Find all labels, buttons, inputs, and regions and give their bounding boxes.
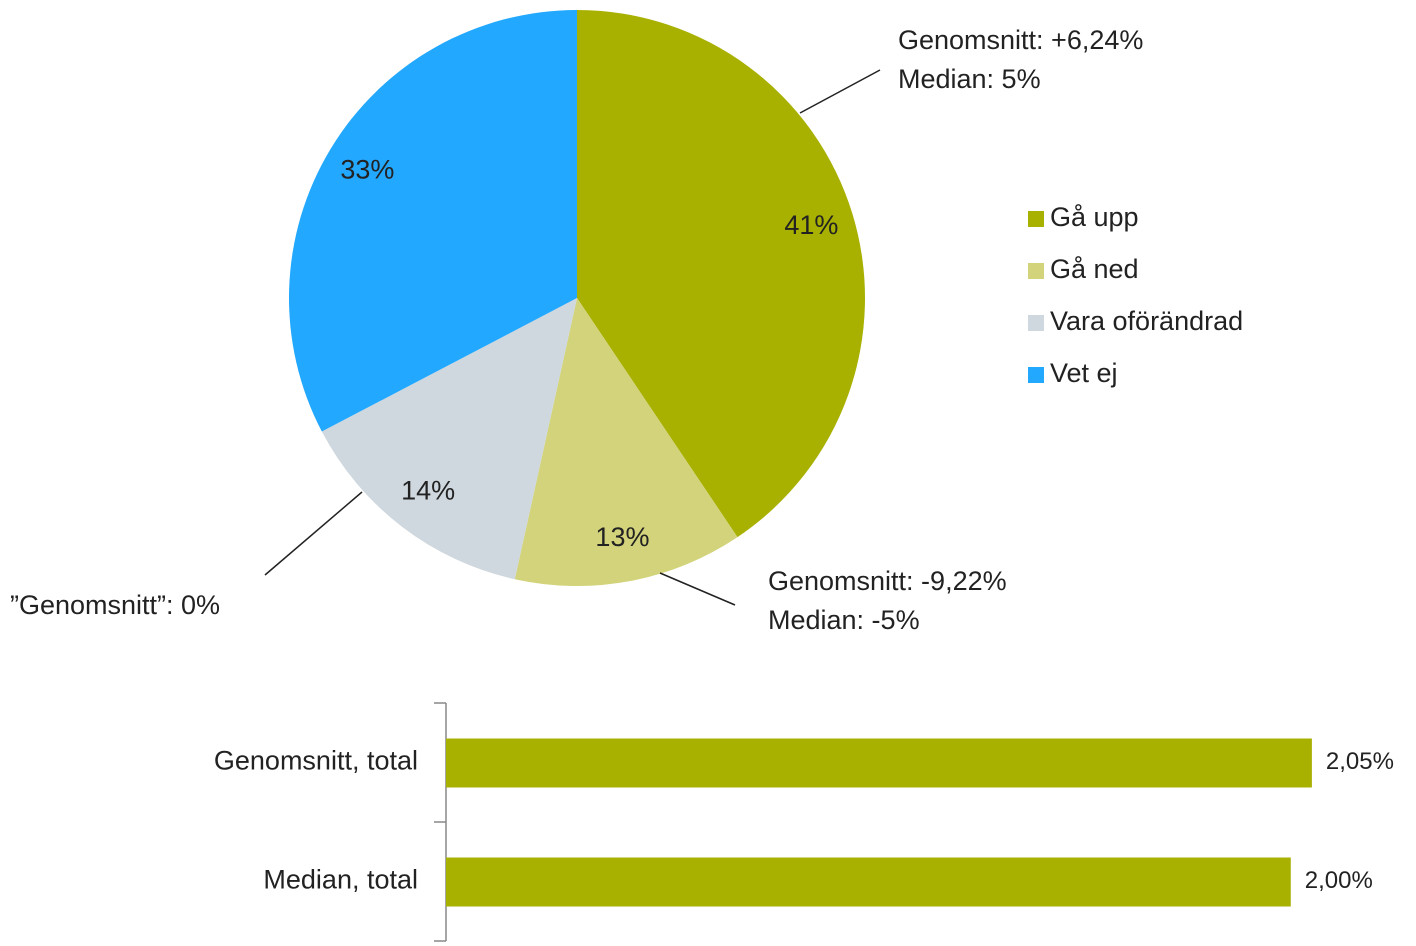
pie-slice (321, 298, 577, 580)
legend-label: Gå upp (1050, 202, 1139, 232)
value-label: 2,05% (1326, 748, 1394, 775)
annotation: Median: -5% (768, 605, 920, 635)
pie-slice (289, 10, 577, 432)
y-tick-label: Genomsnitt, total (214, 746, 418, 776)
leader-line (799, 69, 881, 114)
value-label: 2,00% (1305, 867, 1373, 894)
annotation: Median: 5% (898, 64, 1041, 94)
slice-label: 33% (340, 154, 394, 184)
legend-label: Vet ej (1050, 358, 1118, 388)
slice-label: 14% (401, 476, 455, 506)
annotation: Genomsnitt: +6,24% (898, 25, 1143, 55)
pie-slice (577, 10, 866, 538)
annotation: Genomsnitt: -9,22% (768, 566, 1007, 596)
legend-swatch (1028, 367, 1044, 383)
slice-label: 41% (784, 210, 838, 240)
bar (446, 738, 1312, 788)
pie-slice (514, 298, 738, 586)
leader-line (659, 572, 736, 606)
legend-label: Gå ned (1050, 254, 1139, 284)
y-tick-label: Median, total (263, 865, 418, 895)
legend-swatch (1028, 263, 1044, 279)
bar (446, 857, 1291, 907)
legend-label: Vara oförändrad (1050, 306, 1243, 336)
annotation: ”Genomsnitt”: 0% (10, 590, 220, 620)
slice-label: 13% (595, 522, 649, 552)
leader-line (264, 491, 363, 576)
legend-swatch (1028, 315, 1044, 331)
legend-swatch (1028, 211, 1044, 227)
